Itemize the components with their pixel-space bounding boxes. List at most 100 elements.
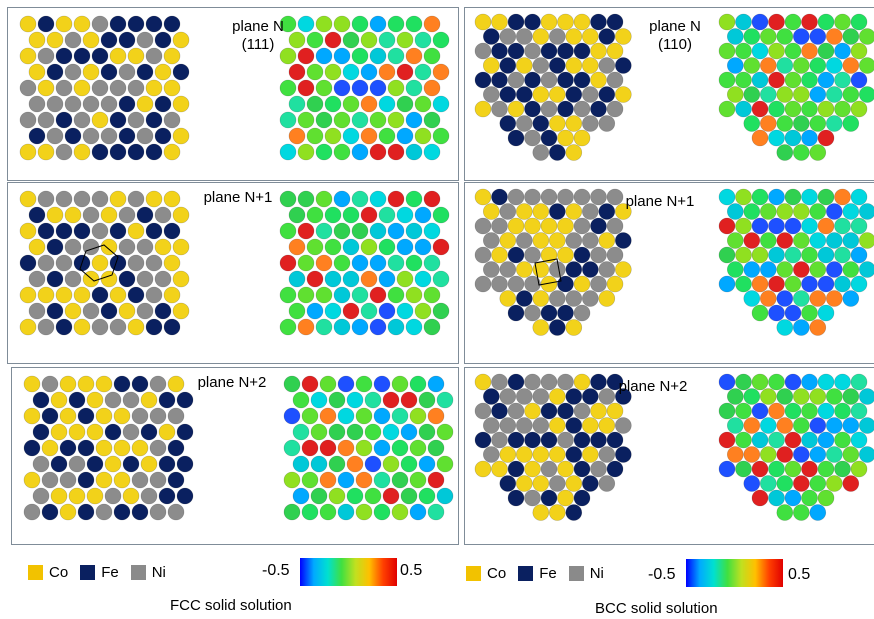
atom [507,13,525,31]
atom [100,63,118,81]
atom [557,100,574,118]
atom [172,127,190,145]
atom [342,238,360,256]
atom [154,270,172,288]
atom [499,475,517,492]
atom [91,47,109,65]
atom [499,203,517,220]
atom [615,232,632,249]
atom [172,270,190,288]
atom [565,475,583,492]
atom [557,42,574,60]
atom [524,13,541,31]
atom [615,203,632,220]
atom [817,188,835,206]
atom [136,206,154,224]
atom [136,127,154,145]
atom [474,13,492,31]
atom [776,57,794,74]
atom [726,28,744,45]
atom [474,71,492,89]
atom [127,254,145,272]
atom [499,86,517,103]
atom [573,460,591,478]
atom [77,375,95,393]
atom [726,261,744,278]
legend-label: Ni [151,564,166,581]
atom [288,31,306,49]
atom [324,206,342,224]
atom [532,446,550,463]
atom [288,63,306,81]
atom [28,63,46,81]
atom [557,402,574,420]
plane-label: plane N+2 [182,374,282,392]
atom [342,63,360,81]
atom [154,95,172,113]
atom [751,489,769,507]
atom [850,402,868,420]
atom [59,503,77,521]
atom [540,460,558,478]
atom [507,402,525,420]
atom [743,475,761,492]
atom [288,206,306,224]
atom [387,111,405,129]
atom [292,391,310,409]
atom [540,188,558,206]
atom [373,503,391,521]
atom [759,57,777,74]
atom [499,388,517,405]
atom [482,28,500,45]
atom [834,217,851,235]
atom [751,217,769,235]
atom [482,86,500,103]
atom [598,86,616,103]
atom [387,47,405,65]
atom [131,503,149,521]
atom [288,238,306,256]
atom [127,318,145,336]
atom [418,391,436,409]
legend-bcc: Co Fe Ni [466,565,616,582]
atom [328,391,346,409]
atom [37,143,55,161]
atom [310,455,328,473]
atom [28,238,46,256]
atom [809,417,827,434]
atom [792,28,810,45]
atom [122,487,140,505]
plane-label-line: plane N+2 [197,374,267,391]
atom [297,79,315,97]
atom [149,375,167,393]
atom [726,203,744,220]
atom [540,373,558,391]
atom-map [474,188,874,336]
atom [743,417,761,434]
atom [172,31,190,49]
atom [515,261,533,278]
atom [68,487,86,505]
atom [557,373,574,391]
atom [726,417,744,434]
atom [557,431,574,449]
atom [333,111,351,129]
atom [809,86,827,103]
atom [532,417,550,434]
atom [557,246,574,264]
atom [582,57,599,74]
atom [360,127,378,145]
atom [342,31,360,49]
atom [491,13,508,31]
atom [405,190,423,208]
atom [59,471,77,489]
atom [825,28,843,45]
atom [163,286,181,304]
atom [301,471,319,489]
atom [136,31,154,49]
atom [423,190,441,208]
atom [825,261,843,278]
atom [100,238,118,256]
legend-item-ni: Ni [130,564,166,581]
atom [163,222,181,240]
